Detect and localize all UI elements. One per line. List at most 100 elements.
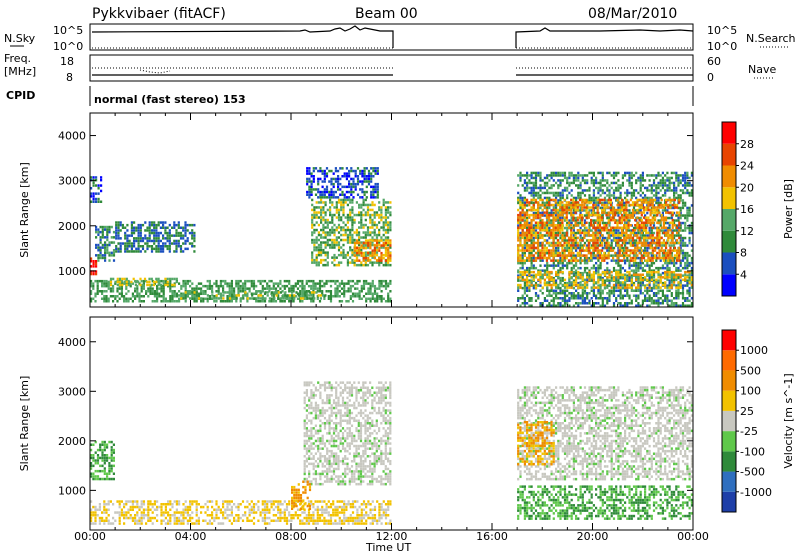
- power-cell-0: [387, 297, 390, 300]
- power-cell-9: [337, 182, 340, 186]
- power-cell-10: [688, 294, 691, 297]
- power-cell-9: [321, 185, 324, 189]
- power-cell-10: [543, 196, 546, 200]
- power-cell-10: [530, 171, 533, 175]
- power-cell-0: [279, 287, 282, 290]
- power-cell-10: [621, 184, 624, 187]
- power-cell-0: [329, 279, 333, 283]
- power-cell-10: [590, 259, 593, 262]
- power-cell-0: [290, 287, 293, 290]
- power-cell-10: [630, 196, 633, 200]
- power-cell-10: [583, 181, 587, 185]
- power-cell-0: [186, 292, 189, 295]
- power-cell-10: [681, 241, 685, 245]
- power-cell-10: [532, 201, 535, 205]
- power-cell-9: [306, 182, 309, 186]
- power-cell-11: [565, 224, 568, 227]
- power-cell-0: [327, 295, 330, 298]
- power-cell-10: [519, 297, 522, 300]
- power-cell-7: [320, 221, 323, 224]
- power-cell-10: [681, 249, 685, 252]
- power-cell-7: [340, 226, 343, 229]
- power-cell-10: [572, 229, 575, 232]
- power-cell-11: [534, 221, 537, 224]
- power-cell-5: [124, 237, 127, 240]
- power-cell-0: [250, 284, 253, 288]
- power-cell-4: [153, 283, 156, 287]
- power-cell-10: [612, 259, 616, 262]
- power-cell-10: [523, 186, 526, 190]
- power-cell-0: [263, 292, 267, 295]
- power-cell-9: [308, 177, 311, 181]
- power-cell-0: [358, 279, 361, 283]
- power-cell-10: [563, 246, 567, 250]
- power-cell-0: [204, 297, 207, 300]
- power-cell-7: [333, 246, 336, 249]
- power-cell-10: [617, 289, 620, 292]
- power-cell-0: [321, 284, 324, 288]
- power-cell-10: [601, 297, 604, 300]
- power-cell-10: [670, 254, 673, 257]
- power-cell-10: [563, 304, 567, 307]
- power-cell-10: [624, 284, 627, 287]
- power-cell-5: [146, 247, 149, 251]
- power-cell-11: [572, 213, 575, 217]
- power-cell-5: [148, 229, 151, 232]
- power-cell-10: [673, 194, 676, 197]
- power-cell-10: [555, 214, 558, 217]
- power-cell-11: [570, 239, 573, 242]
- power-cell-5: [157, 234, 160, 237]
- power-cell-10: [526, 171, 529, 175]
- power-cell-10: [541, 302, 544, 305]
- power-cell-7: [335, 241, 338, 244]
- power-cell-11: [517, 198, 520, 202]
- power-cell-10: [612, 286, 616, 290]
- power-cell-10: [681, 214, 685, 217]
- power-cell-10: [624, 204, 627, 207]
- power-cell-7: [324, 251, 327, 254]
- power-cell-10: [563, 302, 567, 305]
- power-cell-10: [652, 239, 656, 242]
- power-cell-11: [530, 244, 533, 247]
- power-cell-10: [639, 292, 642, 295]
- power-cell-2: [110, 236, 113, 239]
- power-cell-9: [337, 180, 340, 183]
- power-cell-0: [208, 297, 211, 300]
- power-cell-10: [628, 239, 631, 242]
- power-cell-7: [313, 231, 316, 234]
- power-cell-8: [382, 256, 385, 260]
- power-cell-5: [115, 221, 118, 224]
- power-cell-10: [575, 219, 578, 222]
- power-cell-10: [586, 259, 589, 262]
- power-cell-0: [164, 300, 167, 303]
- power-cell-9: [348, 175, 351, 178]
- power-cell-0: [228, 295, 231, 298]
- power-cell-11: [567, 239, 571, 242]
- power-cell-9: [363, 193, 366, 196]
- power-cell-10: [577, 184, 580, 187]
- power-cell-10: [606, 284, 609, 287]
- power-cell-5: [139, 223, 142, 227]
- power-cell-0: [371, 279, 374, 283]
- power-cell-11: [572, 236, 575, 240]
- power-cell-7: [351, 251, 354, 254]
- power-cell-10: [563, 219, 567, 222]
- power-cell-10: [601, 221, 604, 225]
- power-cell-10: [679, 174, 682, 177]
- power-cell-0: [101, 282, 104, 285]
- power-cell-10: [648, 294, 651, 297]
- power-cell-0: [305, 282, 308, 285]
- power-cell-0: [206, 284, 209, 288]
- power-cell-10: [677, 181, 680, 185]
- power-cell-7: [344, 216, 347, 219]
- power-cell-10: [675, 297, 678, 300]
- power-cell-7: [351, 248, 354, 252]
- power-cell-10: [601, 174, 604, 177]
- power-cell-5: [144, 234, 147, 237]
- power-cell-1: [95, 265, 98, 268]
- power-cell-10: [690, 256, 693, 260]
- power-cell-10: [517, 196, 520, 200]
- power-cell-10: [519, 221, 522, 225]
- power-cell-9: [339, 193, 342, 196]
- power-cell-9: [372, 188, 375, 191]
